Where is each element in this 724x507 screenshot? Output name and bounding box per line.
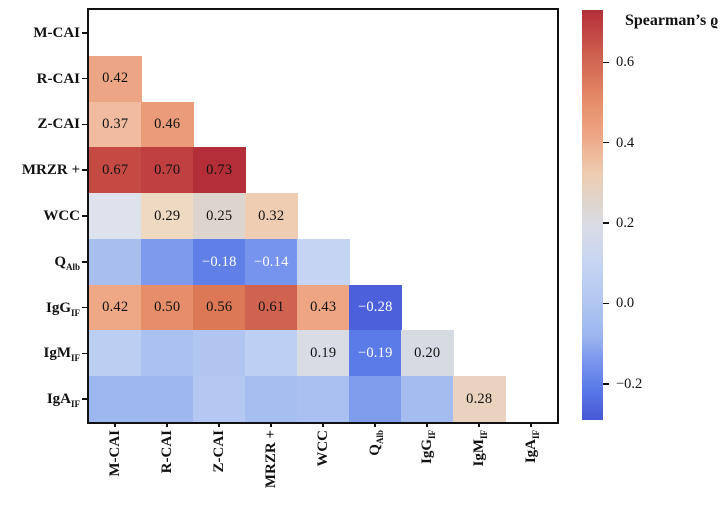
heatmap-cell: 0.37 <box>89 101 142 148</box>
heatmap-cell <box>193 330 246 377</box>
heatmap-plot-area: 0.42 0.37 0.46 0.67 0.70 0.73 0.29 0.25 0.32 −0.1… <box>87 8 559 424</box>
x-axis-tick <box>426 422 428 427</box>
x-axis-label: R-CAI <box>159 430 175 474</box>
heatmap-cell: 0.43 <box>297 284 350 331</box>
y-axis-tick <box>82 352 87 355</box>
heatmap-cell <box>245 330 298 377</box>
x-axis-tick <box>374 422 376 427</box>
colorbar-tick <box>603 222 609 224</box>
heatmap-cell <box>89 238 142 286</box>
x-axis-label: MRZR + <box>263 430 279 489</box>
colorbar <box>582 10 603 420</box>
colorbar-tick <box>603 302 609 305</box>
heatmap-cell <box>89 193 142 240</box>
heatmap-cell: 0.73 <box>193 147 246 194</box>
x-axis-tick <box>218 422 220 427</box>
heatmap-cell: 0.46 <box>141 101 194 148</box>
colorbar-tick <box>603 141 609 144</box>
heatmap-cell: −0.28 <box>349 284 402 331</box>
y-axis-tick <box>82 77 87 80</box>
heatmap-cell <box>349 376 402 423</box>
heatmap-cell: 0.32 <box>245 193 298 240</box>
heatmap-cell: 0.56 <box>193 284 246 331</box>
y-axis-label: IgMIF <box>43 345 81 364</box>
y-axis-label: R-CAI <box>36 70 80 87</box>
heatmap-cell: −0.18 <box>193 238 246 286</box>
y-axis-tick <box>82 32 87 34</box>
heatmap-cell: 0.70 <box>141 147 194 194</box>
heatmap-cell: 0.25 <box>193 193 246 240</box>
heatmap-cell <box>193 376 246 423</box>
heatmap-cell <box>401 376 454 423</box>
heatmap-cell: −0.14 <box>245 238 298 286</box>
heatmap-cell: 0.28 <box>453 376 506 423</box>
y-axis-tick <box>82 169 87 171</box>
heatmap-cell <box>245 376 298 423</box>
y-axis-label: WCC <box>43 208 80 224</box>
x-axis-tick <box>530 422 532 427</box>
heatmap-cell <box>141 330 194 377</box>
x-axis-label: QAlb <box>367 430 385 456</box>
heatmap-cell <box>141 238 194 286</box>
x-axis-tick <box>114 422 116 427</box>
y-axis-label: IgGIF <box>45 299 80 318</box>
x-axis-tick <box>166 422 168 427</box>
x-axis-label: WCC <box>315 430 331 467</box>
y-axis-label: QAlb <box>54 253 80 272</box>
heatmap-cell <box>89 376 142 423</box>
heatmap-cell: 0.29 <box>141 193 194 240</box>
y-axis-label: Z-CAI <box>37 116 80 133</box>
heatmap-cell <box>89 330 142 377</box>
colorbar-tick-label: 0.2 <box>616 215 635 232</box>
x-axis-label: Z-CAI <box>211 430 227 473</box>
heatmap-cell: 0.19 <box>297 330 350 377</box>
colorbar-tick <box>603 61 609 63</box>
y-axis-label: MRZR + <box>21 162 80 179</box>
heatmap-cell: 0.50 <box>141 284 194 331</box>
x-axis-label: M-CAI <box>107 430 123 477</box>
y-axis-tick <box>82 261 87 263</box>
x-axis-tick <box>270 422 272 427</box>
y-axis-label: M-CAI <box>33 24 80 41</box>
x-axis-tick <box>478 422 480 427</box>
heatmap-cell: 0.61 <box>245 284 298 331</box>
x-axis-label: IgMIF <box>471 430 489 467</box>
y-axis-tick <box>82 123 87 126</box>
heatmap-cell <box>297 376 350 423</box>
colorbar-tick-label: 0.4 <box>616 134 635 151</box>
heatmap-cell: −0.19 <box>349 330 402 377</box>
y-axis-tick <box>82 306 87 309</box>
heatmap-cell <box>141 376 194 423</box>
x-axis-tick <box>322 422 324 427</box>
x-axis-label: IgAIF <box>523 430 541 464</box>
colorbar-tick-label: 0.0 <box>616 295 635 312</box>
heatmap-cell: 0.20 <box>401 330 454 377</box>
heatmap-cell: 0.67 <box>89 147 142 194</box>
y-axis-tick <box>82 398 87 400</box>
heatmap-cell: 0.42 <box>89 284 142 331</box>
y-axis-tick <box>82 215 87 217</box>
y-axis-label: IgAIF <box>46 391 80 410</box>
heatmap-cell <box>297 238 350 286</box>
x-axis-label: IgGIF <box>419 430 437 465</box>
colorbar-tick <box>603 383 609 385</box>
heatmap-cell: 0.42 <box>89 55 142 103</box>
colorbar-tick-label: −0.2 <box>616 375 643 392</box>
colorbar-tick-label: 0.6 <box>616 54 635 71</box>
colorbar-title: Spearman’s ϱ <box>625 12 719 29</box>
